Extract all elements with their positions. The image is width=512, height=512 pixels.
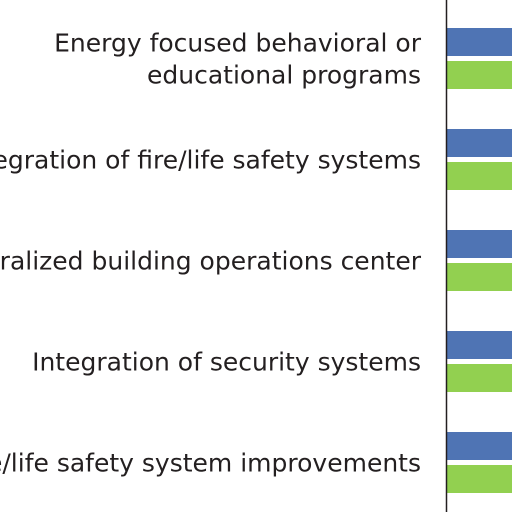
category-label: Fire/life safety system improvements — [0, 449, 421, 478]
bar — [447, 162, 512, 190]
category-label-line: educational programs — [147, 61, 421, 90]
category-label-line: Centralized building operations center — [0, 247, 422, 276]
bar — [447, 331, 512, 359]
bar — [447, 465, 512, 493]
category-label-line: Integration of fire/life safety systems — [0, 146, 421, 175]
bar — [447, 230, 512, 258]
bars — [447, 28, 512, 493]
category-label-line: Fire/life safety system improvements — [0, 449, 421, 478]
bar — [447, 61, 512, 89]
category-label: Centralized building operations center — [0, 247, 422, 276]
category-label-line: Energy focused behavioral or — [54, 29, 422, 58]
category-label: Integration of fire/life safety systems — [0, 146, 421, 175]
bar — [447, 263, 512, 291]
bar — [447, 432, 512, 460]
category-labels: Energy focused behavioral or educational … — [0, 29, 422, 478]
category-label-line: Integration of security systems — [32, 348, 421, 377]
bar — [447, 364, 512, 392]
bar — [447, 129, 512, 157]
category-label: Integration of security systems — [32, 348, 421, 377]
category-label: Energy focused behavioral or educational … — [54, 29, 422, 90]
bar — [447, 28, 512, 56]
